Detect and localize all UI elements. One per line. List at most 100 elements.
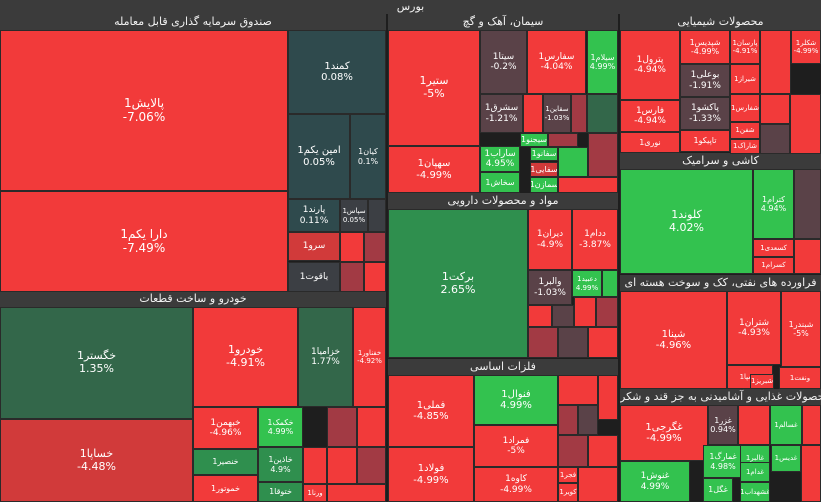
minor-symbol-tile[interactable] xyxy=(558,147,588,177)
minor-symbol-tile[interactable] xyxy=(571,94,587,133)
minor-symbol-tile[interactable] xyxy=(588,133,618,177)
symbol-tile[interactable]: کترام1 4.94% xyxy=(753,169,794,239)
minor-symbol-tile[interactable] xyxy=(558,327,588,358)
symbol-tile[interactable]: ورنا1 xyxy=(303,484,327,502)
symbol-tile[interactable]: غمارگ1 4.98% xyxy=(703,445,743,478)
symbol-tile[interactable]: یاقوت1 xyxy=(288,262,340,292)
symbol-tile[interactable]: سیلام1 4.99% xyxy=(587,30,618,94)
symbol-tile[interactable]: پترول1 -4.94% xyxy=(620,30,680,100)
minor-symbol-tile[interactable] xyxy=(587,94,618,133)
minor-symbol-tile[interactable] xyxy=(790,94,821,154)
symbol-tile[interactable]: پارند1 0.11% xyxy=(288,199,340,232)
symbol-tile[interactable]: امین یکم1 0.05% xyxy=(288,114,350,199)
minor-symbol-tile[interactable] xyxy=(760,30,791,94)
symbol-tile[interactable]: کسعدی1 xyxy=(753,239,794,257)
symbol-tile[interactable]: شپنا1 -4.96% xyxy=(620,291,727,389)
symbol-tile[interactable]: غگل1 xyxy=(703,478,733,502)
minor-symbol-tile[interactable] xyxy=(364,262,386,292)
symbol-tile[interactable]: سهپان1 -4.99% xyxy=(388,146,480,193)
minor-symbol-tile[interactable] xyxy=(327,407,357,447)
symbol-tile[interactable]: کاوه1 -4.99% xyxy=(474,467,558,502)
symbol-tile[interactable]: والبر1 -1.03% xyxy=(528,270,572,305)
symbol-tile[interactable]: خگستر1 1.35% xyxy=(0,307,193,419)
minor-symbol-tile[interactable] xyxy=(574,297,596,327)
symbol-tile[interactable]: ساراب1 4.95% xyxy=(480,146,520,172)
minor-symbol-tile[interactable] xyxy=(802,405,821,445)
symbol-tile[interactable]: شتران1 -4.93% xyxy=(727,291,781,365)
symbol-tile[interactable]: پالایش1 -7.06% xyxy=(0,30,288,191)
minor-symbol-tile[interactable] xyxy=(303,447,327,484)
symbol-tile[interactable]: دیران1 -4.9% xyxy=(528,209,572,270)
minor-symbol-tile[interactable] xyxy=(558,405,578,435)
symbol-tile[interactable]: فملی1 -4.85% xyxy=(388,375,474,447)
minor-symbol-tile[interactable] xyxy=(357,447,386,484)
symbol-tile[interactable]: شفن1 xyxy=(730,122,760,139)
minor-symbol-tile[interactable] xyxy=(340,232,364,262)
symbol-tile[interactable]: خساپا1 -4.48% xyxy=(0,419,193,502)
symbol-tile[interactable]: سپاس1 0.05% xyxy=(340,199,368,232)
symbol-tile[interactable]: غدام1 xyxy=(740,462,770,482)
symbol-tile[interactable]: خبهمن1 -4.96% xyxy=(193,407,258,449)
symbol-tile[interactable]: بوعلی1 -1.91% xyxy=(680,64,730,97)
symbol-tile[interactable]: فولاد1 -4.99% xyxy=(388,447,474,502)
symbol-tile[interactable]: سفانو1 xyxy=(530,147,558,161)
symbol-tile[interactable]: کیان1 0.1% xyxy=(350,114,386,199)
symbol-tile[interactable]: ستیر1 -5% xyxy=(388,30,480,146)
symbol-tile[interactable]: نوری1 xyxy=(620,132,680,153)
symbol-tile[interactable]: کویر1 xyxy=(558,483,578,502)
minor-symbol-tile[interactable] xyxy=(578,467,618,502)
minor-symbol-tile[interactable] xyxy=(578,405,598,435)
minor-symbol-tile[interactable] xyxy=(738,405,770,445)
symbol-tile[interactable]: سخاش1 xyxy=(480,172,520,193)
symbol-tile[interactable]: غدیس1 xyxy=(771,445,801,472)
symbol-tile[interactable]: خاذین1 4.9% xyxy=(258,447,303,482)
minor-symbol-tile[interactable] xyxy=(327,484,386,502)
minor-symbol-tile[interactable] xyxy=(588,435,618,467)
symbol-tile[interactable]: شکلر1 -4.99% xyxy=(791,30,821,64)
minor-symbol-tile[interactable] xyxy=(340,262,364,292)
minor-symbol-tile[interactable] xyxy=(588,327,618,358)
symbol-tile[interactable]: غشهداب1 xyxy=(740,482,770,502)
symbol-tile[interactable]: سیجنو1 xyxy=(520,133,548,147)
symbol-tile[interactable]: شپدیس1 -4.99% xyxy=(680,30,730,64)
minor-symbol-tile[interactable] xyxy=(558,435,588,467)
minor-symbol-tile[interactable] xyxy=(364,232,386,262)
symbol-tile[interactable]: کلوند1 4.02% xyxy=(620,169,753,274)
symbol-tile[interactable]: غزر1 0.94% xyxy=(708,405,738,445)
symbol-tile[interactable]: خزامیا1 1.77% xyxy=(298,307,353,407)
symbol-tile[interactable]: سشرق1 -1.21% xyxy=(480,94,523,133)
symbol-tile[interactable]: غگرجی1 -4.99% xyxy=(620,405,708,461)
symbol-tile[interactable]: کمند1 0.08% xyxy=(288,30,386,114)
symbol-tile[interactable]: فنوال1 4.99% xyxy=(474,375,558,425)
symbol-tile[interactable]: سیتا1 -0.2% xyxy=(480,30,527,94)
symbol-tile[interactable]: دعبید1 4.99% xyxy=(572,270,602,297)
symbol-tile[interactable]: فجر1 xyxy=(558,467,578,483)
symbol-tile[interactable]: پارسان1 -4.91% xyxy=(730,30,760,64)
symbol-tile[interactable]: سمازن1 xyxy=(530,177,558,193)
symbol-tile[interactable]: برکت1 2.65% xyxy=(388,209,528,358)
minor-symbol-tile[interactable] xyxy=(368,199,386,232)
symbol-tile[interactable]: سقاین1 -1.03% xyxy=(543,94,571,133)
minor-symbol-tile[interactable] xyxy=(596,297,618,327)
minor-symbol-tile[interactable] xyxy=(528,305,552,327)
symbol-tile[interactable]: غنوش1 4.99% xyxy=(620,461,690,502)
symbol-tile[interactable]: خکمک1 4.99% xyxy=(258,407,303,447)
symbol-tile[interactable]: خودرو1 -4.91% xyxy=(193,307,298,407)
symbol-tile[interactable]: سفارس1 -4.04% xyxy=(527,30,586,94)
symbol-tile[interactable]: پاکشو1 -1.33% xyxy=(680,97,730,130)
minor-symbol-tile[interactable] xyxy=(794,239,821,274)
symbol-tile[interactable]: غسالم1 xyxy=(770,405,802,445)
symbol-tile[interactable]: شبندر1 -5% xyxy=(781,291,821,367)
symbol-tile[interactable]: خنصیر1 xyxy=(193,449,258,475)
symbol-tile[interactable]: شفارس1 xyxy=(730,94,760,122)
symbol-tile[interactable]: کسرام1 xyxy=(753,257,794,274)
symbol-tile[interactable]: ختوقا1 xyxy=(258,482,303,502)
minor-symbol-tile[interactable] xyxy=(357,407,386,447)
minor-symbol-tile[interactable] xyxy=(548,133,578,147)
symbol-tile[interactable]: شیراز1 xyxy=(730,64,760,94)
symbol-tile[interactable]: تاپیکو1 xyxy=(680,130,730,152)
minor-symbol-tile[interactable] xyxy=(801,445,821,502)
symbol-tile[interactable]: خموتور1 xyxy=(193,475,258,502)
minor-symbol-tile[interactable] xyxy=(598,375,618,420)
symbol-tile[interactable]: شبریز1 xyxy=(750,374,774,389)
